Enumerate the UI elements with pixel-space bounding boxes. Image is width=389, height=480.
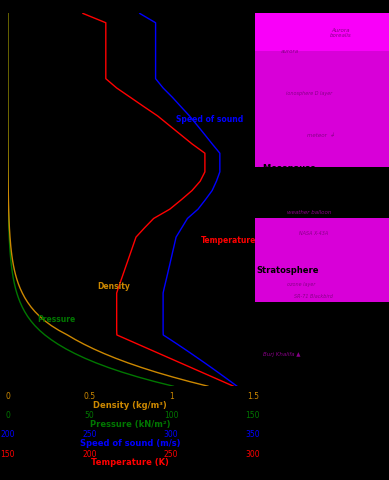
Text: Stratosphere: Stratosphere [257, 265, 319, 275]
Text: Burj Khalifa ▲: Burj Khalifa ▲ [263, 351, 300, 356]
Text: 200: 200 [82, 449, 97, 458]
Text: ionosphere D layer: ionosphere D layer [286, 91, 332, 96]
Text: Mt Everest ▲: Mt Everest ▲ [263, 340, 298, 345]
Text: 350: 350 [245, 430, 260, 439]
Text: ←Mesopause: ←Mesopause [257, 163, 317, 172]
Text: aurora: aurora [281, 49, 299, 54]
Text: Aurora
borealis: Aurora borealis [329, 28, 351, 38]
Text: 50: 50 [84, 410, 95, 420]
Text: Temperature (K): Temperature (K) [91, 457, 169, 467]
Text: Pressure: Pressure [37, 314, 75, 324]
Text: 0: 0 [5, 410, 10, 420]
Text: 150: 150 [245, 410, 260, 420]
Text: SR-71 Blackbird: SR-71 Blackbird [294, 293, 333, 298]
Text: 250: 250 [82, 430, 97, 439]
Text: Speed of sound (m/s): Speed of sound (m/s) [80, 438, 180, 447]
Text: meteor  ↲: meteor ↲ [307, 133, 335, 138]
Text: 150: 150 [0, 449, 15, 458]
Text: 0.5: 0.5 [83, 391, 96, 400]
Text: weather balloon: weather balloon [287, 210, 331, 215]
Text: Concorde  →: Concorde → [257, 312, 291, 317]
Text: typical airliner: typical airliner [263, 324, 302, 328]
Text: ozone layer: ozone layer [287, 282, 315, 287]
Text: Pressure (kN/m²): Pressure (kN/m²) [90, 419, 170, 428]
Text: Speed of sound: Speed of sound [176, 114, 243, 123]
Text: 0: 0 [5, 391, 10, 400]
Text: 250: 250 [164, 449, 179, 458]
Text: 1: 1 [169, 391, 173, 400]
Text: 1.5: 1.5 [247, 391, 259, 400]
Text: Density (kg/m³): Density (kg/m³) [93, 400, 167, 409]
Text: 300: 300 [164, 430, 179, 439]
Text: Temperature: Temperature [201, 235, 256, 244]
Text: Density: Density [98, 282, 131, 291]
Text: 300: 300 [245, 449, 260, 458]
Text: NASA X-43A: NASA X-43A [298, 230, 328, 236]
Text: 200: 200 [0, 430, 15, 439]
Text: 100: 100 [164, 410, 179, 420]
